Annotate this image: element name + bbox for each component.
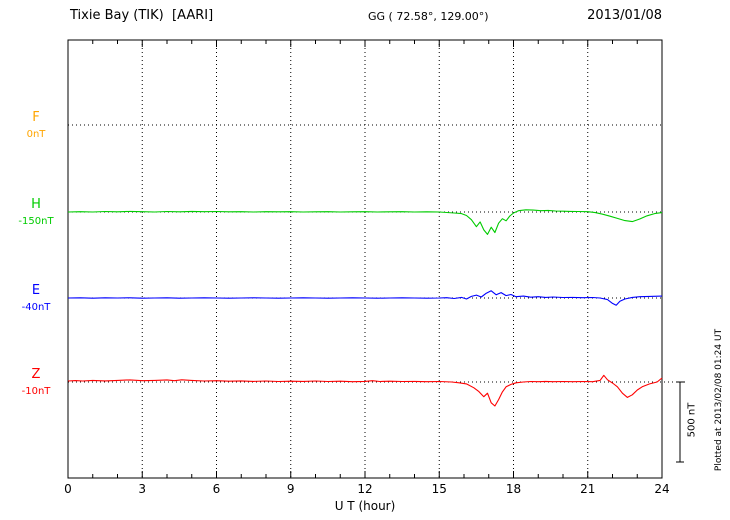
component-baseline-value: -150nT <box>18 216 54 227</box>
component-letter: Z <box>31 367 41 382</box>
station-title: Tixie Bay (TIK) [AARI] <box>70 8 214 23</box>
geographic-coordinates: GG ( 72.58°, 129.00°) <box>368 10 489 23</box>
trace-Z <box>67 374 663 407</box>
x-tick-label: 12 <box>357 482 373 496</box>
x-tick-label: 6 <box>212 482 221 496</box>
component-baseline-value: -10nT <box>21 386 51 397</box>
trace-H <box>67 209 663 235</box>
component-letter: E <box>31 283 41 298</box>
x-tick-label: 15 <box>431 482 447 496</box>
component-label-E: E -40nT <box>8 284 64 314</box>
component-letter: H <box>31 197 41 212</box>
component-letter: F <box>32 110 40 125</box>
x-tick-label: 9 <box>286 482 295 496</box>
x-axis-title: U T (hour) <box>334 499 396 513</box>
component-label-H: H -150nT <box>8 198 64 228</box>
plotted-at-label: Plotted at 2013/02/08 01:24 UT <box>714 328 724 472</box>
scale-bar-label: 500 nT <box>686 402 698 438</box>
x-tick-label: 18 <box>505 482 522 496</box>
component-baseline-value: -40nT <box>21 302 51 313</box>
component-label-F: F 0nT <box>8 111 64 141</box>
x-tick-label: 3 <box>138 482 147 496</box>
x-tick-label: 21 <box>580 482 596 496</box>
date-label: 2013/01/08 <box>587 8 662 23</box>
component-baseline-value: 0nT <box>26 129 46 140</box>
component-label-Z: Z -10nT <box>8 368 64 398</box>
x-tick-label: 24 <box>654 482 670 496</box>
trace-E <box>67 290 663 306</box>
x-tick-label: 0 <box>64 482 72 496</box>
